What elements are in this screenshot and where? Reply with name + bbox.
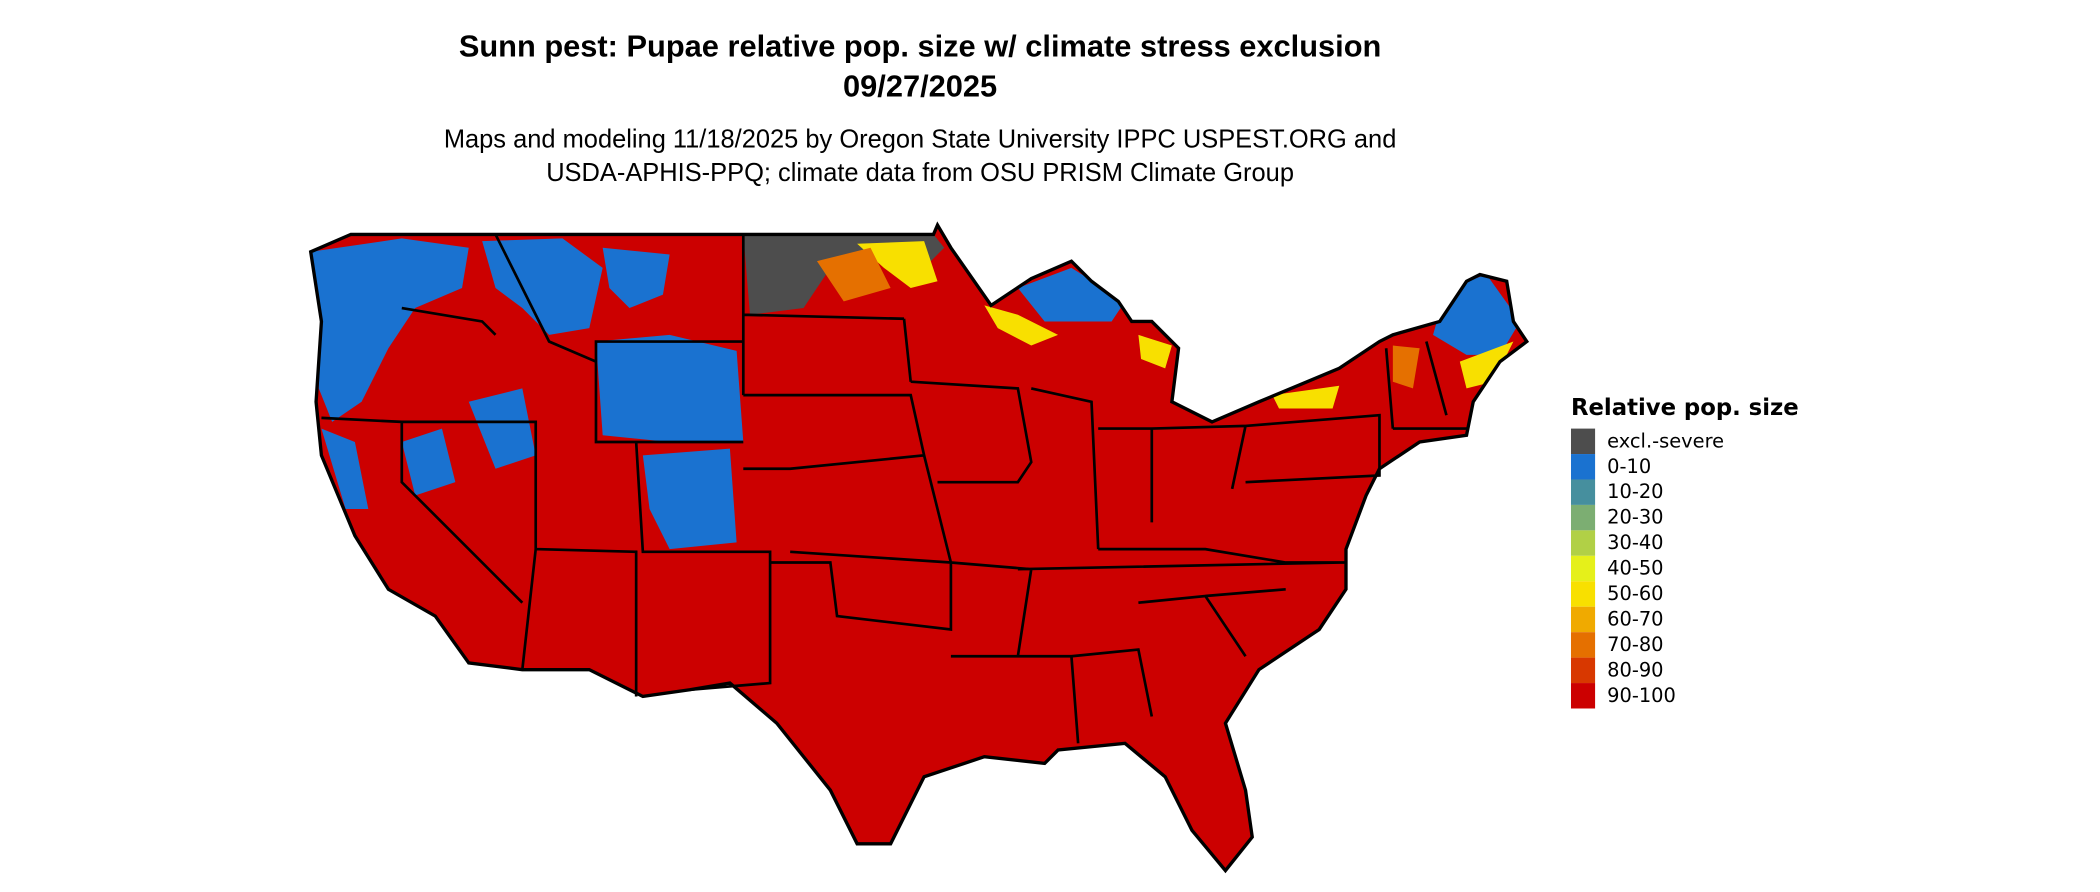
- legend-swatch: [1570, 581, 1596, 607]
- region-0-10-northwest: [310, 238, 1521, 550]
- legend-swatch: [1570, 454, 1596, 480]
- subtitle-line2: USDA-APHIS-PPQ; climate data from OSU PR…: [546, 159, 1294, 187]
- legend-label: 90-100: [1607, 684, 1676, 707]
- us-map: [309, 223, 1529, 873]
- legend-title: Relative pop. size: [1571, 395, 1799, 421]
- subtitle-line1: Maps and modeling 11/18/2025 by Oregon S…: [444, 125, 1397, 153]
- legend-swatch: [1570, 504, 1596, 531]
- legend-label: 10-20: [1607, 480, 1663, 503]
- legend-label: excl.-severe: [1607, 429, 1724, 452]
- legend-swatch: [1570, 683, 1596, 709]
- title-date: 09/27/2025: [843, 68, 997, 103]
- us-land-fill: [310, 225, 1527, 871]
- class-regions: [310, 234, 1521, 550]
- legend-label: 80-90: [1607, 658, 1663, 681]
- legend-label: 70-80: [1607, 633, 1663, 656]
- legend-swatch: [1570, 606, 1596, 633]
- legend-swatch: [1570, 479, 1596, 505]
- region-40-60-fringe: [857, 241, 1514, 409]
- legend-swatch: [1570, 428, 1596, 455]
- legend-label: 0-10: [1607, 455, 1651, 478]
- legend-swatch: [1570, 530, 1596, 556]
- legend-swatch: [1570, 657, 1596, 684]
- legend-label: 30-40: [1607, 531, 1663, 554]
- region-70-90-fringe: [816, 247, 1420, 389]
- legend-label: 40-50: [1607, 557, 1663, 580]
- region-excl-severe: [743, 234, 1018, 315]
- state-borders: [309, 223, 1529, 873]
- legend-swatch: [1570, 555, 1596, 582]
- legend-label: 60-70: [1607, 607, 1663, 630]
- legend-label: 50-60: [1607, 582, 1663, 605]
- legend: Relative pop. size excl.-severe 0-1010-20…: [1570, 395, 1799, 709]
- legend-swatch: [1570, 632, 1596, 658]
- legend-label: 20-30: [1607, 506, 1663, 529]
- title-line1: Sunn pest: Pupae relative pop. size w/ c…: [459, 28, 1382, 63]
